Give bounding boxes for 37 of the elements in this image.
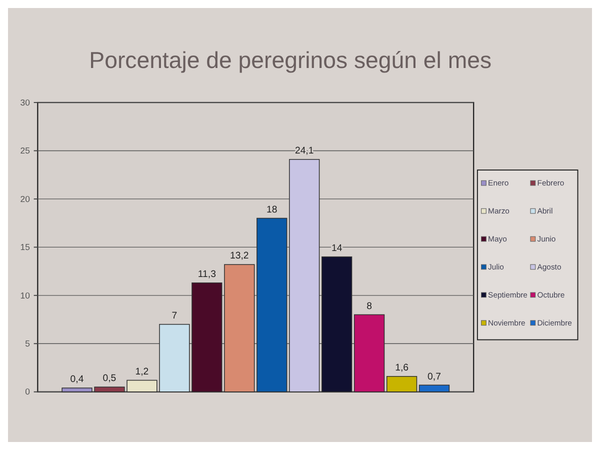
bar	[386, 376, 418, 392]
legend-label: Febrero	[537, 178, 564, 188]
bar	[418, 384, 450, 392]
y-tick-label: 30	[20, 97, 30, 108]
legend-label: Junio	[537, 234, 556, 244]
data-label: 8	[366, 300, 372, 312]
data-label: 7	[172, 310, 178, 322]
legend-label: Diciembre	[537, 318, 572, 328]
legend-label: Abril	[537, 206, 553, 216]
data-label: 0,7	[428, 371, 441, 382]
y-tick-label: 25	[20, 146, 30, 156]
y-tick-label: 10	[20, 290, 30, 300]
legend-label: Enero	[488, 178, 509, 188]
legend-label: Octubre	[537, 290, 565, 300]
y-tick-label: 0	[25, 386, 30, 397]
y-tick-label: 20	[20, 194, 30, 204]
data-label: 0,5	[102, 373, 116, 384]
data-label: 13,2	[230, 250, 249, 262]
data-label: 1,2	[135, 366, 149, 378]
bar	[322, 256, 352, 392]
bar	[354, 314, 385, 392]
legend-label: Agosto	[537, 262, 562, 272]
y-tick-label: 5	[25, 338, 30, 349]
chart-title: Porcentaje de peregrinos según el mes	[89, 46, 492, 73]
data-label: 11,3	[198, 269, 216, 280]
legend-label: Noviembre	[488, 318, 526, 328]
bar	[224, 264, 255, 392]
data-label: 0,4	[70, 374, 84, 386]
bar	[289, 159, 320, 392]
data-label: 1,6	[395, 362, 408, 374]
legend-label: Marzo	[488, 206, 510, 216]
legend-label: Septiembre	[488, 290, 528, 300]
y-tick-label: 15	[20, 242, 30, 252]
legend-label: Mayo	[488, 234, 507, 244]
legend-label: Julio	[488, 262, 504, 272]
data-label: 18	[266, 204, 278, 216]
bar	[256, 218, 288, 392]
